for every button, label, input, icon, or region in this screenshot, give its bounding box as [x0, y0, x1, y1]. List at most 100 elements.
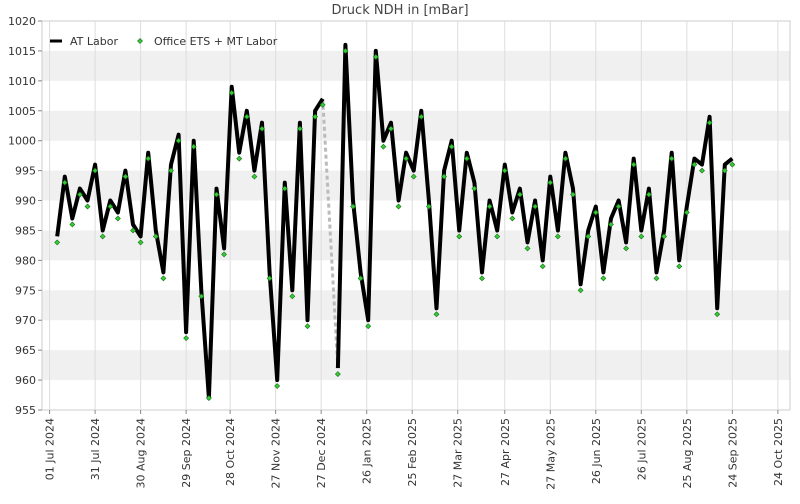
diamond-marker: [524, 245, 531, 252]
diamond-marker: [213, 191, 220, 198]
x-tick-label: 24 Oct 2025: [772, 418, 785, 486]
diamond-marker: [319, 101, 326, 108]
diamond-marker: [714, 311, 721, 318]
diamond-marker: [297, 125, 303, 132]
diamond-marker: [92, 167, 99, 174]
diamond-marker: [175, 137, 182, 144]
diamond-marker: [236, 155, 243, 162]
diamond-marker: [691, 161, 698, 168]
diamond-marker: [77, 191, 83, 198]
diamond-marker: [539, 263, 546, 270]
legend-diamond: [137, 38, 143, 44]
y-tick-label: 970: [15, 314, 36, 327]
legend-label: Office ETS + MT Labor: [154, 35, 278, 48]
x-tick-label: 31 Jul 2024: [89, 418, 102, 480]
diamond-marker: [721, 167, 728, 174]
diamond-marker: [274, 383, 281, 389]
diamond-marker: [342, 47, 349, 54]
diamond-marker: [433, 311, 440, 318]
diamond-marker: [562, 155, 569, 162]
x-tick-label: 30 Aug 2024: [135, 418, 148, 488]
diamond-marker: [456, 233, 463, 240]
diamond-marker: [243, 113, 250, 120]
y-tick-label: 985: [15, 224, 36, 237]
diamond-marker: [623, 245, 630, 252]
diamond-marker: [380, 143, 387, 150]
diamond-marker: [729, 161, 736, 168]
plot-frame: [41, 20, 791, 411]
x-tick-label: 26 Jan 2025: [361, 418, 374, 484]
y-tick-label: 1010: [8, 75, 36, 88]
diamond-marker: [69, 221, 76, 228]
diamond-marker: [448, 143, 455, 150]
x-tick-label: 27 Mar 2025: [452, 418, 465, 488]
diamond-marker: [365, 323, 372, 330]
y-tick-label: 1000: [8, 135, 36, 148]
diamond-marker: [517, 191, 523, 198]
diamond-marker: [205, 395, 212, 401]
diamond-marker: [137, 239, 144, 246]
diamond-marker: [577, 287, 584, 294]
diamond-marker: [592, 209, 599, 216]
diamond-marker: [706, 119, 713, 126]
x-tick-label: 25 Feb 2025: [406, 418, 419, 486]
diamond-marker: [334, 371, 341, 378]
diamond-marker: [683, 209, 690, 216]
diamond-marker: [372, 53, 379, 60]
diamond-marker: [486, 203, 493, 210]
diamond-marker: [630, 161, 637, 168]
y-tick-label: 960: [15, 374, 36, 387]
diamond-marker: [114, 215, 121, 222]
diamond-marker: [145, 155, 152, 162]
diamond-marker: [152, 233, 159, 240]
diamond-marker: [547, 179, 554, 186]
diamond-marker: [99, 233, 106, 240]
diamond-marker: [61, 179, 68, 186]
diamond-marker: [388, 125, 394, 132]
legend-label: AT Labor: [70, 35, 118, 48]
diamond-marker: [84, 203, 91, 210]
diamond-marker: [130, 227, 136, 234]
x-tick-label: 28 Oct 2024: [224, 418, 237, 486]
diamond-marker: [403, 155, 410, 162]
diamond-marker: [463, 155, 470, 162]
diamond-marker: [509, 215, 516, 222]
y-tick-label: 965: [15, 344, 36, 357]
diamond-marker: [418, 113, 425, 120]
diamond-marker: [183, 335, 190, 342]
diamond-marker: [532, 203, 539, 210]
diamond-marker: [357, 275, 364, 282]
y-tick-label: 955: [15, 404, 36, 417]
diamond-marker: [54, 239, 61, 246]
diamond-marker: [221, 251, 227, 258]
diamond-marker: [190, 143, 197, 150]
x-tick-label: 26 Jun 2025: [590, 418, 603, 484]
diamond-marker: [699, 167, 705, 174]
diamond-marker: [266, 275, 273, 282]
diamond-marker: [585, 233, 592, 240]
x-tick-label: 27 Nov 2024: [270, 418, 283, 488]
grid-band: [42, 350, 790, 381]
y-tick-label: 1005: [8, 105, 36, 118]
diamond-marker: [281, 185, 288, 192]
y-tick-label: 1015: [8, 45, 36, 58]
y-tick-label: 975: [15, 284, 36, 297]
x-tick-label: 24 Sep 2025: [726, 418, 739, 488]
diamond-marker: [259, 125, 265, 132]
y-tick-label: 1020: [8, 15, 36, 28]
grid-band: [42, 110, 790, 141]
line-series: [55, 42, 734, 400]
diamond-marker: [168, 167, 174, 174]
diamond-marker: [494, 233, 501, 240]
diamond-marker: [410, 173, 417, 180]
diamond-marker: [441, 173, 447, 180]
diamond-marker: [289, 293, 296, 300]
y-tick-label: 990: [15, 195, 36, 208]
x-tick-label: 29 Sep 2024: [180, 418, 193, 488]
diamond-marker: [676, 263, 683, 270]
diamond-marker: [471, 185, 478, 192]
diamond-marker: [312, 113, 319, 120]
diamond-marker: [638, 233, 645, 240]
diamond-marker: [570, 191, 576, 198]
